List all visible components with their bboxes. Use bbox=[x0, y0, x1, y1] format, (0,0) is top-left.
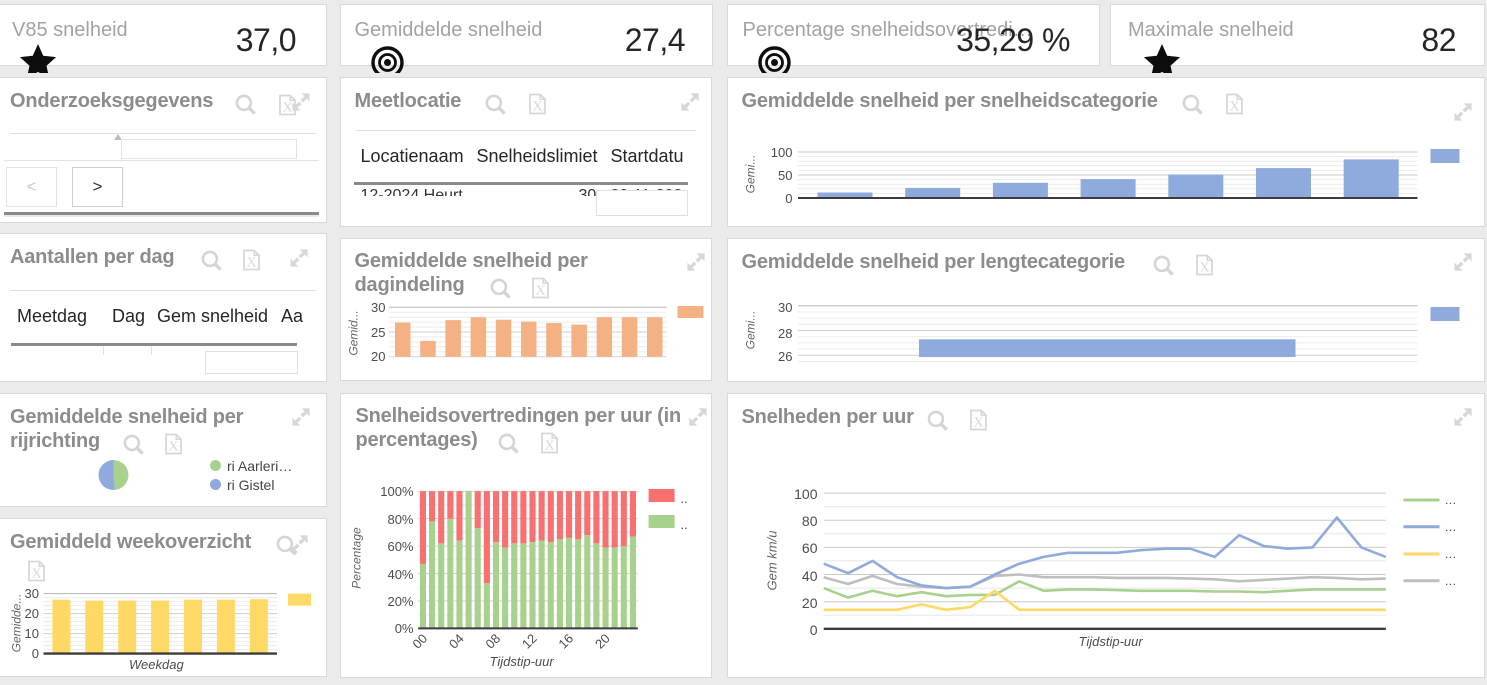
svg-text:X: X bbox=[246, 256, 256, 271]
svg-text:X: X bbox=[31, 566, 41, 581]
svg-text:X: X bbox=[532, 100, 542, 115]
svg-text:08: 08 bbox=[482, 631, 503, 652]
svg-text:X: X bbox=[973, 416, 983, 431]
svg-text:X: X bbox=[282, 101, 292, 116]
svg-text:12: 12 bbox=[518, 631, 539, 652]
svg-text:X: X bbox=[535, 284, 545, 299]
svg-text:16: 16 bbox=[555, 631, 576, 652]
svg-text:X: X bbox=[544, 439, 554, 454]
svg-text:X: X bbox=[168, 440, 178, 455]
svg-text:04: 04 bbox=[445, 631, 466, 652]
svg-text:20: 20 bbox=[591, 631, 612, 652]
svg-text:X: X bbox=[1229, 100, 1239, 115]
svg-text:X: X bbox=[1199, 261, 1209, 276]
